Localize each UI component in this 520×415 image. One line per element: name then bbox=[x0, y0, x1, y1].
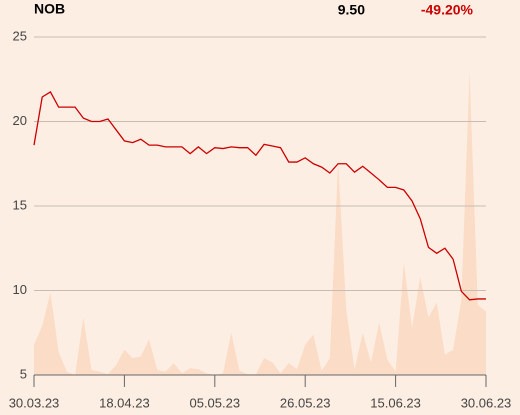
volume-area bbox=[34, 71, 486, 376]
x-tick-label: 15.06.23 bbox=[370, 395, 421, 410]
x-tick-label: 05.05.23 bbox=[189, 395, 240, 410]
x-tick-label: 30.06.23 bbox=[461, 395, 512, 410]
last-price: 9.50 bbox=[338, 2, 365, 18]
y-tick-label: 25 bbox=[13, 28, 27, 43]
y-tick-label: 20 bbox=[13, 113, 27, 128]
y-tick-label: 15 bbox=[13, 197, 27, 212]
ticker: NOB bbox=[34, 1, 65, 17]
x-tick-label: 18.04.23 bbox=[99, 395, 150, 410]
y-tick-label: 10 bbox=[13, 282, 27, 297]
x-tick-label: 26.05.23 bbox=[280, 395, 331, 410]
change: -49.20% bbox=[421, 2, 474, 18]
y-tick-label: 5 bbox=[20, 366, 27, 381]
x-tick-label: 30.03.23 bbox=[9, 395, 60, 410]
price-line bbox=[33, 91, 486, 301]
